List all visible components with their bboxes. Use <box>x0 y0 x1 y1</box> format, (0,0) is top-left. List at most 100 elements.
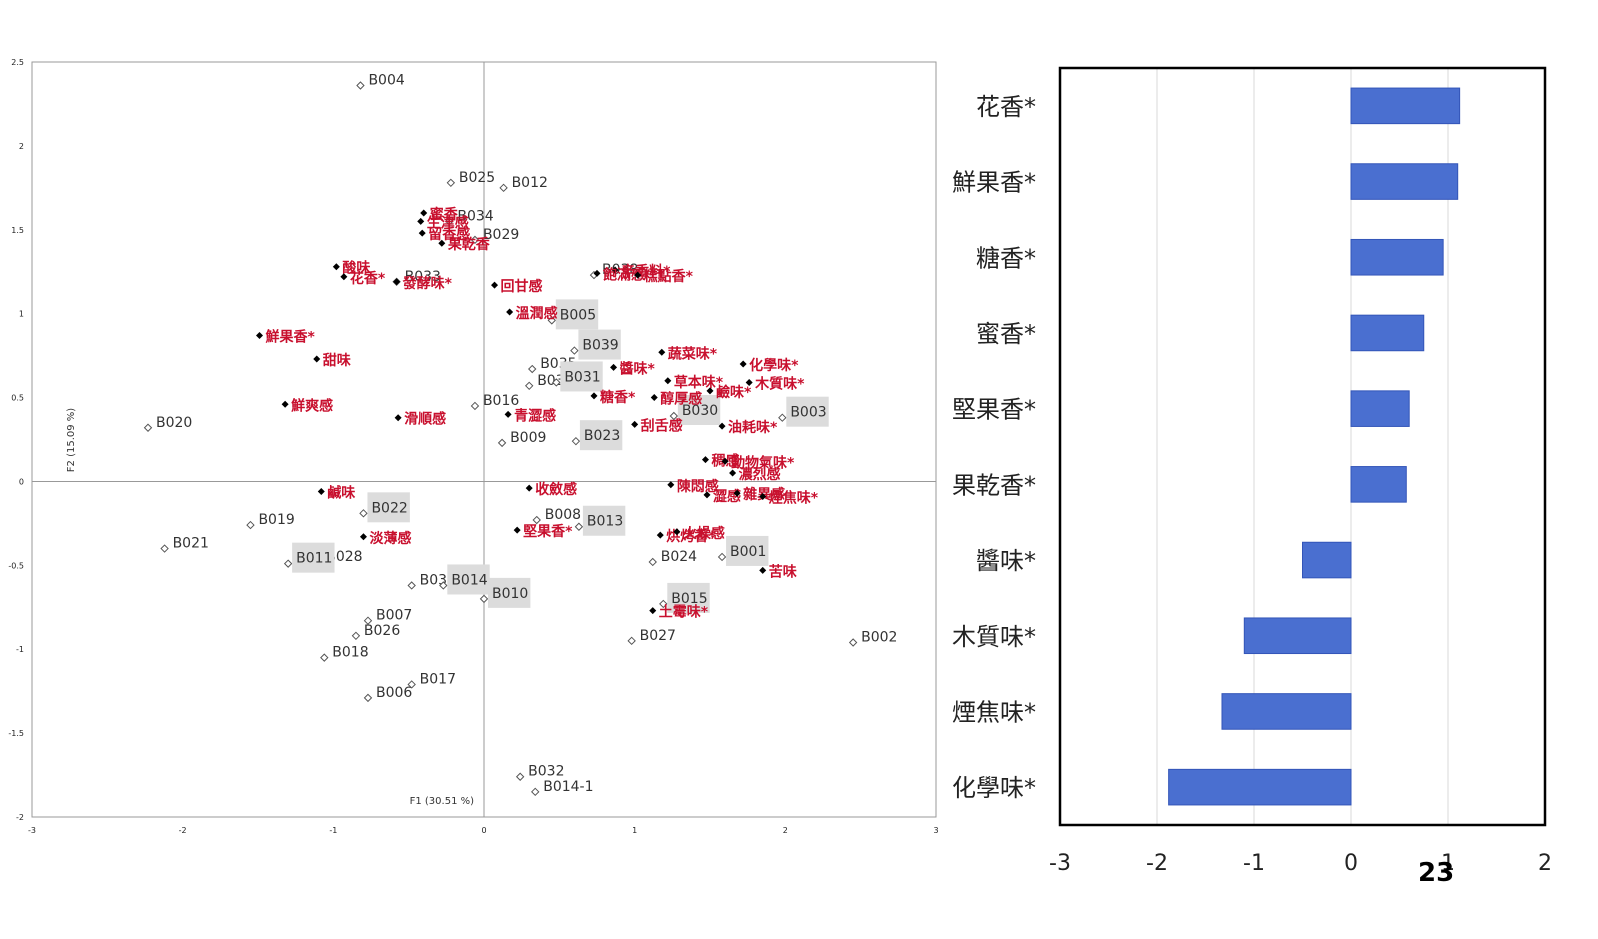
attribute-label: 土霉味* <box>659 604 709 621</box>
attribute-label: 動物氣味* <box>731 454 795 471</box>
observation-point <box>532 515 541 525</box>
attribute-label: 鮮爽感 <box>291 397 333 414</box>
observation-label: B016 <box>483 393 519 409</box>
attribute-label: 蜜香 <box>430 206 459 223</box>
observation-label: B018 <box>332 645 368 661</box>
observation-label: B002 <box>861 630 897 646</box>
observation-point <box>499 183 508 193</box>
observation-label: B013 <box>587 514 623 530</box>
attribute-point <box>650 394 658 402</box>
attribute-label: 油耗味* <box>728 419 778 436</box>
y-axis-label: F2 (15.09 %) <box>66 408 77 473</box>
observation-label: B024 <box>661 549 697 565</box>
bar-x-tick-label: 2 <box>1538 851 1552 876</box>
observation-label: B014-1 <box>543 779 593 795</box>
attribute-label: 發酵味* <box>402 275 453 292</box>
bar <box>1350 314 1425 352</box>
attribute-label: 酸味 <box>342 260 370 277</box>
attribute-label: 青澀感 <box>514 407 556 424</box>
observation-point <box>848 638 858 647</box>
attribute-point <box>733 489 741 497</box>
x-tick-label: 3 <box>933 826 938 835</box>
y-tick-label: 2.5 <box>11 58 24 67</box>
observation-label: B037 <box>420 572 456 588</box>
bar <box>1243 617 1352 655</box>
observation-label: B009 <box>510 430 546 446</box>
attribute-label: 草本味* <box>674 374 724 391</box>
attribute-point <box>438 239 446 247</box>
attribute-label: 鹹味 <box>327 485 355 502</box>
attribute-label: 蔬菜味* <box>668 345 718 362</box>
attribute-label: 甜味 <box>323 352 351 369</box>
attribute-point <box>703 491 711 499</box>
attribute-label: 留香感 <box>428 226 470 243</box>
bar-category-label: 蜜香* <box>976 320 1036 348</box>
observation-point <box>648 557 657 567</box>
observation-point <box>627 636 636 646</box>
bar-category-label: 化學味* <box>952 774 1036 802</box>
bar-category-label: 花香* <box>976 93 1036 121</box>
y-tick-label: 1.5 <box>11 226 24 235</box>
bar <box>1350 390 1410 427</box>
attribute-label: 收斂感 <box>535 481 577 498</box>
observation-point <box>531 787 540 797</box>
attribute-point <box>590 392 598 400</box>
attribute-label: 煙焦味* <box>769 490 819 507</box>
attribute-point <box>340 273 348 281</box>
attribute-point <box>667 481 675 489</box>
observation-label-box <box>447 564 490 595</box>
x-tick-label: 2 <box>783 826 788 835</box>
observation-label: B031 <box>564 369 600 385</box>
x-tick-label: 0 <box>481 826 486 835</box>
attribute-label: 糖香* <box>600 389 636 406</box>
observation-point <box>497 438 507 448</box>
observation-point <box>574 522 584 531</box>
observation-point <box>778 413 787 422</box>
observation-point <box>470 401 480 411</box>
attribute-point <box>631 420 639 428</box>
observation-label: B029 <box>483 227 519 243</box>
y-tick-label: -1.5 <box>8 729 24 738</box>
attribute-label: 溫潤感 <box>516 305 558 322</box>
observation-label-box <box>367 492 410 523</box>
observation-label: B003 <box>790 405 826 421</box>
attribute-point <box>610 363 618 371</box>
attribute-point <box>718 422 726 430</box>
x-tick-label: 1 <box>632 826 637 835</box>
y-tick-label: -0.5 <box>8 561 24 570</box>
attribute-point <box>656 531 664 539</box>
observation-label: B022 <box>371 500 407 516</box>
bar-category-label: 糖香* <box>976 244 1036 272</box>
attribute-point <box>281 400 289 408</box>
attribute-label: 糕點香* <box>643 268 694 285</box>
observation-label: B021 <box>173 536 209 552</box>
attribute-point <box>513 526 521 534</box>
observation-point <box>446 178 456 188</box>
observation-point <box>515 772 525 781</box>
observation-point <box>363 693 373 703</box>
observation-label-box <box>579 420 623 451</box>
attribute-point <box>393 278 401 286</box>
attribute-point <box>417 217 425 225</box>
attribute-point <box>420 209 428 217</box>
attribute-label: 澀感 <box>713 488 741 505</box>
observation-label: B023 <box>584 428 620 444</box>
attribute-label: 鮮果香* <box>266 328 316 345</box>
attribute-point <box>701 456 709 464</box>
attribute-point <box>256 331 264 339</box>
observation-point <box>246 520 255 530</box>
observation-label: B025 <box>459 170 495 186</box>
attribute-point <box>525 484 533 492</box>
attribute-point <box>759 493 767 501</box>
observation-point <box>524 381 534 391</box>
observation-point <box>359 509 368 518</box>
attribute-point <box>332 263 340 271</box>
attribute-label: 回甘感 <box>501 278 543 295</box>
attribute-point <box>649 607 657 615</box>
attribute-label: 醬味* <box>620 360 656 377</box>
attribute-label: 木質味* <box>754 375 805 392</box>
attribute-label: 生津感 <box>427 214 469 231</box>
x-tick-label: -1 <box>329 826 337 835</box>
attribute-label: 濃烈感 <box>739 466 781 483</box>
